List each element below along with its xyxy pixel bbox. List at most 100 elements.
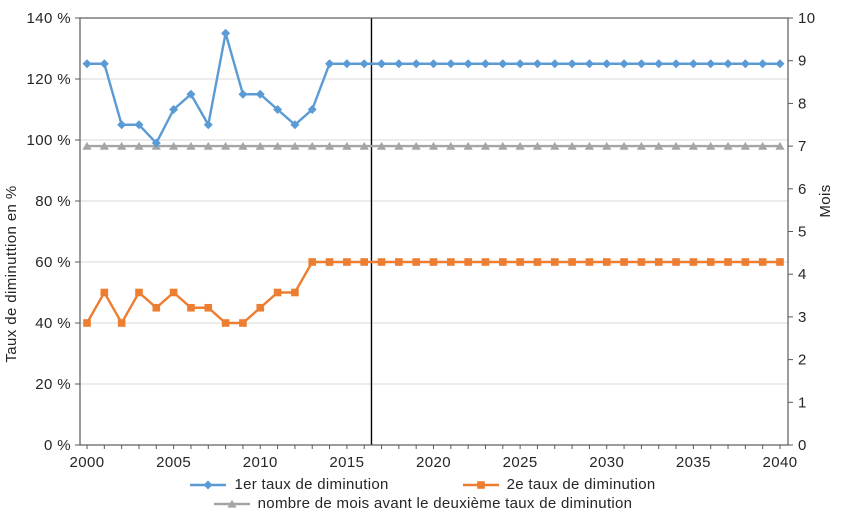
generated: 2030 xyxy=(589,454,624,471)
generated xyxy=(689,258,698,266)
generated xyxy=(308,258,317,266)
left-axis-title: Taux de diminuttion en % xyxy=(3,185,20,362)
generated xyxy=(273,105,283,114)
generated xyxy=(359,59,369,69)
generated xyxy=(498,59,508,69)
generated xyxy=(463,141,473,150)
generated xyxy=(636,141,646,150)
generated: 2005 xyxy=(156,454,191,471)
legend-square-line-icon xyxy=(462,480,499,489)
generated xyxy=(429,59,438,69)
generated: 6 xyxy=(798,181,807,198)
generated xyxy=(724,258,732,266)
generated xyxy=(740,59,750,69)
generated xyxy=(203,120,213,130)
generated xyxy=(203,141,213,150)
generated xyxy=(342,59,352,69)
generated xyxy=(227,499,237,508)
generated: 2025 xyxy=(503,454,538,471)
legend-item-months: nombre de mois avant le deuxième taux de… xyxy=(213,495,633,512)
generated xyxy=(654,141,664,150)
generated xyxy=(291,288,299,297)
generated xyxy=(515,141,525,150)
generated xyxy=(87,32,780,146)
generated xyxy=(775,59,785,69)
generated xyxy=(85,260,780,326)
generated xyxy=(480,59,490,69)
generated xyxy=(741,258,750,266)
generated xyxy=(221,141,231,150)
generated xyxy=(394,141,404,150)
generated: 120 % xyxy=(26,71,71,88)
legend: 1er taux de diminution 2e taux de diminu… xyxy=(0,476,846,512)
generated xyxy=(169,105,179,114)
generated xyxy=(776,258,784,266)
generated xyxy=(307,141,317,150)
generated xyxy=(255,141,265,150)
legend-row-1: 1er taux de diminution 2e taux de diminu… xyxy=(190,476,655,493)
generated: 9 xyxy=(798,53,807,70)
legend-item-first-rate: 1er taux de diminution xyxy=(190,476,388,493)
generated xyxy=(567,59,577,69)
generated xyxy=(654,59,664,69)
generated xyxy=(99,141,109,150)
right-axis-title: Mois xyxy=(817,184,834,217)
generated xyxy=(307,105,317,114)
generated xyxy=(377,258,386,266)
generated xyxy=(688,59,698,69)
generated xyxy=(412,258,420,266)
generated xyxy=(187,303,195,312)
generated xyxy=(411,141,421,150)
generated xyxy=(82,141,92,150)
generated xyxy=(498,141,508,150)
generated xyxy=(688,141,698,150)
generated xyxy=(83,319,91,327)
generated xyxy=(255,89,265,99)
generated xyxy=(134,141,144,150)
generated xyxy=(117,120,127,130)
generated xyxy=(395,258,403,266)
generated: 7 xyxy=(798,138,807,155)
generated xyxy=(671,59,681,69)
series-group xyxy=(82,28,785,327)
generated: 2035 xyxy=(676,454,711,471)
generated xyxy=(342,141,352,150)
generated: 4 xyxy=(798,266,807,283)
generated xyxy=(446,59,456,69)
generated xyxy=(204,303,213,312)
generated xyxy=(99,59,109,69)
generated xyxy=(343,258,351,266)
generated xyxy=(671,141,681,150)
generated xyxy=(585,258,594,266)
legend-row-2: nombre de mois avant le deuxième taux de… xyxy=(213,495,633,512)
generated xyxy=(152,303,161,312)
generated xyxy=(151,138,161,148)
generated xyxy=(550,258,559,266)
generated: 1 xyxy=(798,394,807,411)
generated xyxy=(584,59,594,69)
generated xyxy=(221,28,231,38)
generated xyxy=(533,258,542,266)
generated xyxy=(499,258,507,266)
generated xyxy=(256,303,265,312)
generated xyxy=(620,258,628,266)
axis-tick-labels: 0 % 20 % 40 % 60 % 80 % 100 % 120 % 140 % 0 1 2 3 4 5… xyxy=(26,10,815,471)
generated xyxy=(516,258,524,266)
generated: 140 % xyxy=(26,10,71,27)
generated xyxy=(706,258,715,266)
generated xyxy=(463,59,473,69)
generated xyxy=(411,59,421,69)
generated xyxy=(740,141,750,150)
generated xyxy=(135,288,143,297)
generated: 3 xyxy=(798,309,807,326)
generated xyxy=(325,258,334,266)
generated xyxy=(654,258,663,266)
axis-ticks xyxy=(75,17,793,449)
generated: 2000 xyxy=(70,454,105,471)
generated xyxy=(290,141,300,150)
generated xyxy=(82,59,92,69)
generated xyxy=(476,480,485,489)
generated xyxy=(290,120,300,130)
generated: 60 % xyxy=(35,254,71,271)
generated xyxy=(480,141,491,150)
